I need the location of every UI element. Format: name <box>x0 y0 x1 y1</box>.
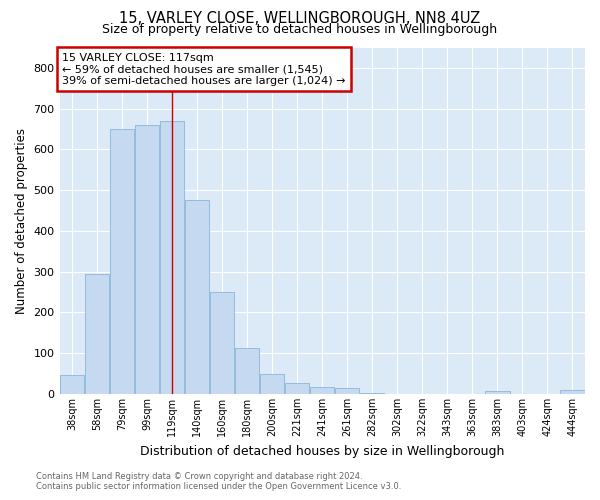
Text: 15, VARLEY CLOSE, WELLINGBOROUGH, NN8 4UZ: 15, VARLEY CLOSE, WELLINGBOROUGH, NN8 4U… <box>119 11 481 26</box>
Bar <box>285 382 310 394</box>
Bar <box>135 126 159 394</box>
Bar <box>85 274 109 394</box>
Bar <box>335 388 359 394</box>
Bar <box>310 386 334 394</box>
Bar <box>60 375 84 394</box>
Bar <box>160 121 184 394</box>
Bar <box>485 391 509 394</box>
Text: Contains HM Land Registry data © Crown copyright and database right 2024.
Contai: Contains HM Land Registry data © Crown c… <box>36 472 401 491</box>
Y-axis label: Number of detached properties: Number of detached properties <box>15 128 28 314</box>
Bar <box>260 374 284 394</box>
X-axis label: Distribution of detached houses by size in Wellingborough: Distribution of detached houses by size … <box>140 444 505 458</box>
Text: 15 VARLEY CLOSE: 117sqm
← 59% of detached houses are smaller (1,545)
39% of semi: 15 VARLEY CLOSE: 117sqm ← 59% of detache… <box>62 52 346 86</box>
Text: Size of property relative to detached houses in Wellingborough: Size of property relative to detached ho… <box>103 22 497 36</box>
Bar <box>360 393 385 394</box>
Bar <box>560 390 584 394</box>
Bar <box>210 292 235 394</box>
Bar <box>235 348 259 394</box>
Bar <box>110 128 134 394</box>
Bar <box>185 200 209 394</box>
